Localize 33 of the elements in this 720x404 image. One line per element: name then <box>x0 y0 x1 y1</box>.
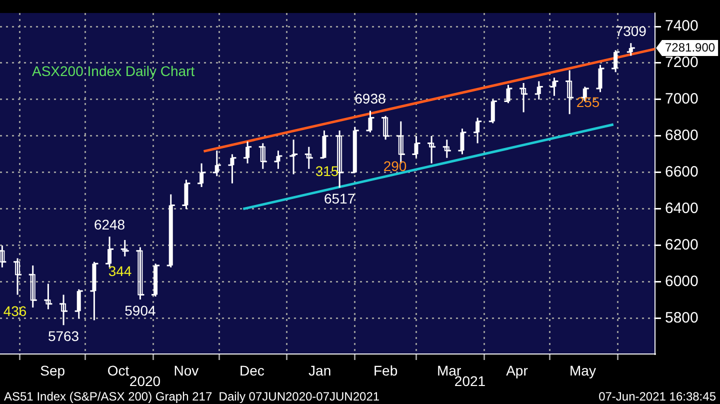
x-tick-label: Dec <box>239 362 264 378</box>
annotation: 290 <box>383 158 407 174</box>
x-tick-label: Sep <box>40 362 66 378</box>
y-tick-label: 7400 <box>665 18 698 35</box>
annotation: 7309 <box>615 22 647 39</box>
text: ASX200 Index Daily Chart <box>32 62 195 79</box>
y-tick-label: 7000 <box>665 90 698 108</box>
annotation: 255 <box>576 94 600 110</box>
x-tick-label: Oct <box>107 362 130 378</box>
annotation: 344 <box>108 262 132 279</box>
annotation: 5904 <box>124 302 156 318</box>
text: 07-Jun-2021 16:38:45 <box>598 389 716 404</box>
x-tick-label: Apr <box>506 362 528 378</box>
y-tick-label: 6200 <box>665 236 698 254</box>
y-tick-label: 6400 <box>665 200 698 218</box>
x-tick-label: May <box>569 362 596 378</box>
annotation: 6938 <box>354 90 386 107</box>
x-tick-label: Nov <box>174 362 199 378</box>
annotation: 6517 <box>324 190 356 206</box>
y-tick-label: 5800 <box>665 310 698 327</box>
y-tick-label: 6800 <box>665 127 698 144</box>
annotation: 7281.900 <box>665 40 716 54</box>
x-tick-label: Jan <box>308 362 332 378</box>
text: AS51 Index (S&P/ASX 200) Graph 217 Daily 07JUN2020-07JUN2021 <box>4 389 380 404</box>
annotation: 436 <box>3 302 27 319</box>
annotation: 6248 <box>94 216 126 233</box>
x-tick-label: Feb <box>373 362 398 378</box>
y-tick-label: 6000 <box>665 273 698 290</box>
text: 2020 <box>129 372 161 389</box>
annotation: 315 <box>315 162 339 179</box>
y-tick-label: 6600 <box>665 164 698 181</box>
annotation: 5763 <box>48 328 80 344</box>
y-tick-label: 7200 <box>665 54 698 72</box>
